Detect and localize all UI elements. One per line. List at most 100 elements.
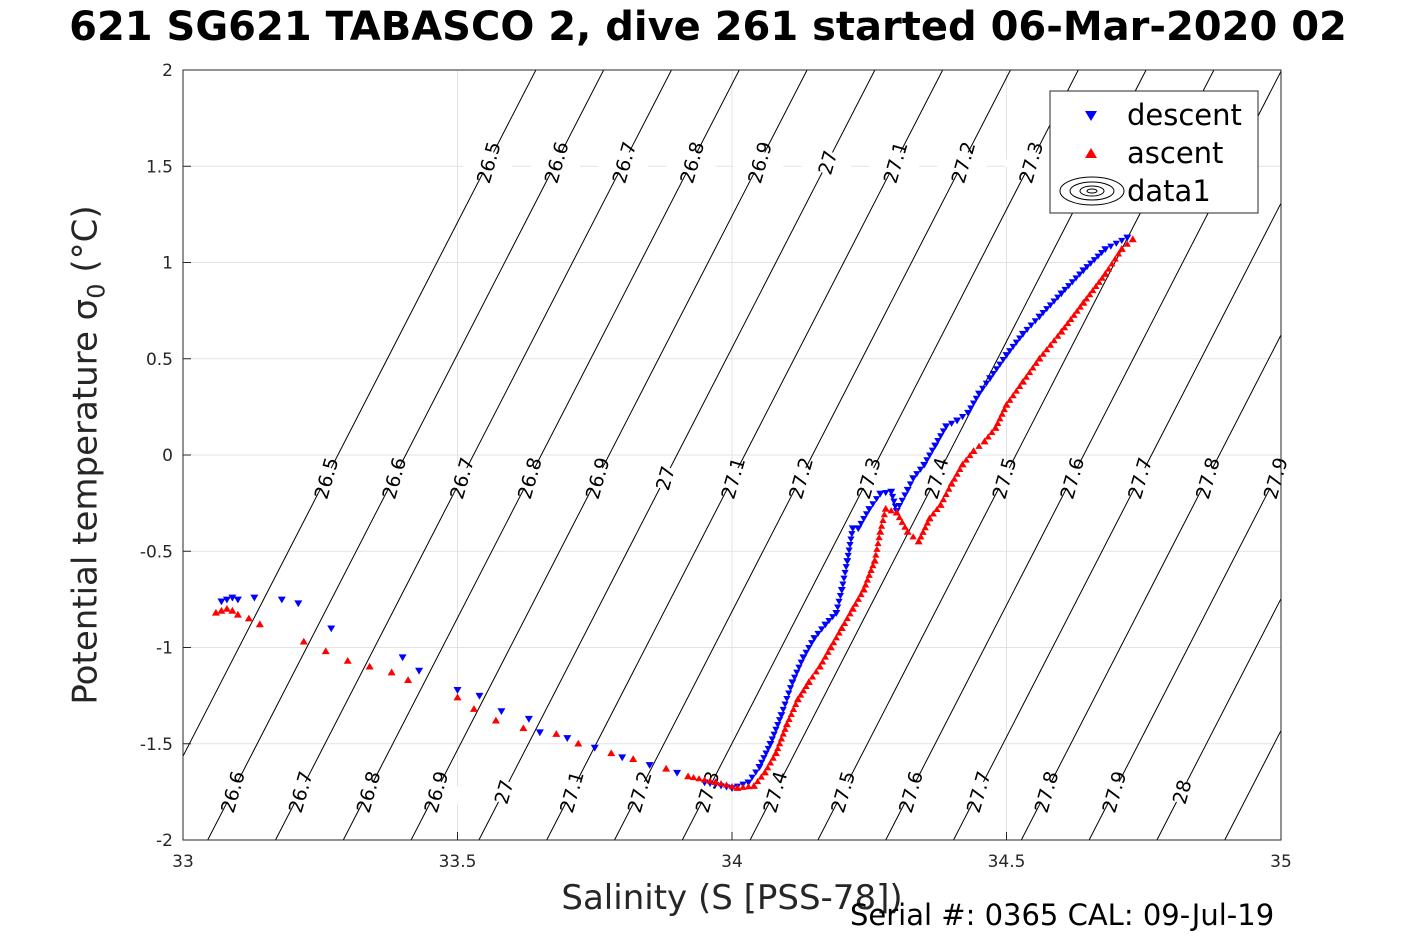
ascent-point: [848, 605, 857, 612]
descent-point: [986, 375, 995, 382]
contour-label-bg: [952, 774, 1005, 810]
ascent-point: [861, 581, 870, 588]
contour-label-bg: [1113, 460, 1166, 496]
descent-point: [777, 712, 786, 719]
ascent-point: [824, 648, 832, 655]
descent-point: [844, 552, 852, 560]
contour-label-bg: [706, 460, 759, 496]
descent-point: [1068, 279, 1076, 286]
ascent-point: [956, 465, 964, 472]
density-contour-line: [681, 70, 1079, 840]
contour-label-bg: [680, 774, 734, 810]
ascent-point: [662, 764, 671, 772]
ascent-point: [933, 505, 941, 513]
contour-label-bg: [613, 774, 666, 810]
descent-point: [931, 442, 940, 450]
descent-point: [1002, 352, 1011, 359]
ascent-point: [996, 415, 1004, 422]
ascent-point: [898, 518, 906, 525]
descent-point: [958, 413, 967, 421]
descent-point: [837, 586, 846, 594]
ascent-point: [947, 479, 956, 487]
ascent-point: [728, 782, 736, 790]
contour-label-bg: [435, 460, 488, 496]
contour-label-bg: [545, 774, 598, 810]
descent-point: [1094, 253, 1102, 260]
descent-point: [839, 581, 847, 588]
descent-point: [1023, 326, 1031, 333]
ascent-point: [387, 668, 396, 676]
ascent-point: [863, 576, 872, 583]
descent-point: [1061, 286, 1069, 294]
x-axis-label: Salinity (S [PSS-78]): [561, 878, 903, 918]
descent-point: [1118, 237, 1126, 244]
descent-point: [805, 644, 813, 652]
ascent-point: [1029, 364, 1037, 371]
descent-point: [834, 604, 842, 611]
density-contour-line: [342, 70, 740, 840]
descent-point: [764, 745, 772, 752]
descent-point: [1107, 243, 1115, 250]
ascent-point: [1095, 278, 1103, 285]
descent-point: [415, 667, 424, 675]
ascent-point: [222, 605, 231, 612]
descent-point: [872, 496, 881, 503]
descent-point: [854, 525, 863, 533]
descent-point: [810, 635, 819, 642]
descent-point: [799, 654, 808, 662]
ascent-point: [793, 695, 802, 703]
descent-point: [876, 490, 885, 498]
descent-point: [453, 687, 462, 694]
ascent-point: [1089, 286, 1097, 294]
contour-label-bg: [801, 145, 854, 180]
descent-point: [829, 614, 837, 621]
contour-label-bg: [299, 460, 353, 496]
ascent-point: [775, 740, 784, 747]
descent-point: [497, 708, 506, 716]
legend-ascent-label: ascent: [1127, 136, 1223, 170]
descent-point: [996, 361, 1004, 368]
descent-point: [1076, 271, 1084, 278]
ascent-point: [851, 600, 860, 607]
ascent-point: [629, 755, 638, 762]
ascent-point: [1098, 274, 1106, 281]
descent-point: [848, 525, 857, 533]
ascent-point: [929, 510, 937, 517]
descent-point: [1006, 348, 1014, 355]
contour-label-bg: [1181, 460, 1234, 496]
descent-point: [250, 594, 259, 602]
ascent-point: [881, 504, 890, 512]
contour-label-bg: [884, 774, 937, 810]
contour-label-bg: [733, 145, 786, 180]
descent-point: [841, 569, 849, 577]
descent-point: [1031, 318, 1039, 325]
ascent-point: [875, 534, 883, 541]
descent-point: [1035, 313, 1044, 321]
ascent-point: [749, 782, 758, 789]
descent-point: [1057, 290, 1066, 298]
contour-label-bg: [869, 145, 922, 180]
descent-point: [1098, 250, 1106, 257]
ascent-point: [1067, 315, 1075, 322]
ascent-point: [903, 528, 912, 535]
ascent-point: [792, 700, 800, 707]
ascent-point: [782, 720, 791, 728]
ascent-point: [1039, 350, 1047, 357]
x-tick-label: 34: [721, 852, 743, 872]
ascent-point: [519, 724, 528, 732]
ascent-point: [914, 537, 923, 545]
descent-point: [524, 715, 533, 723]
ascent-point: [880, 511, 888, 518]
ascent-point: [874, 539, 882, 547]
descent-point: [989, 370, 997, 377]
descent-point: [860, 516, 868, 523]
ascent-point: [895, 513, 904, 521]
ascent-point: [878, 522, 886, 529]
ascent-point: [1050, 337, 1058, 344]
descent-point: [979, 385, 987, 392]
descent-point: [785, 690, 793, 697]
ascent-point: [859, 585, 868, 593]
contour-label-bg: [274, 774, 327, 810]
ascent-point: [953, 470, 961, 477]
ascent-point: [789, 705, 798, 713]
